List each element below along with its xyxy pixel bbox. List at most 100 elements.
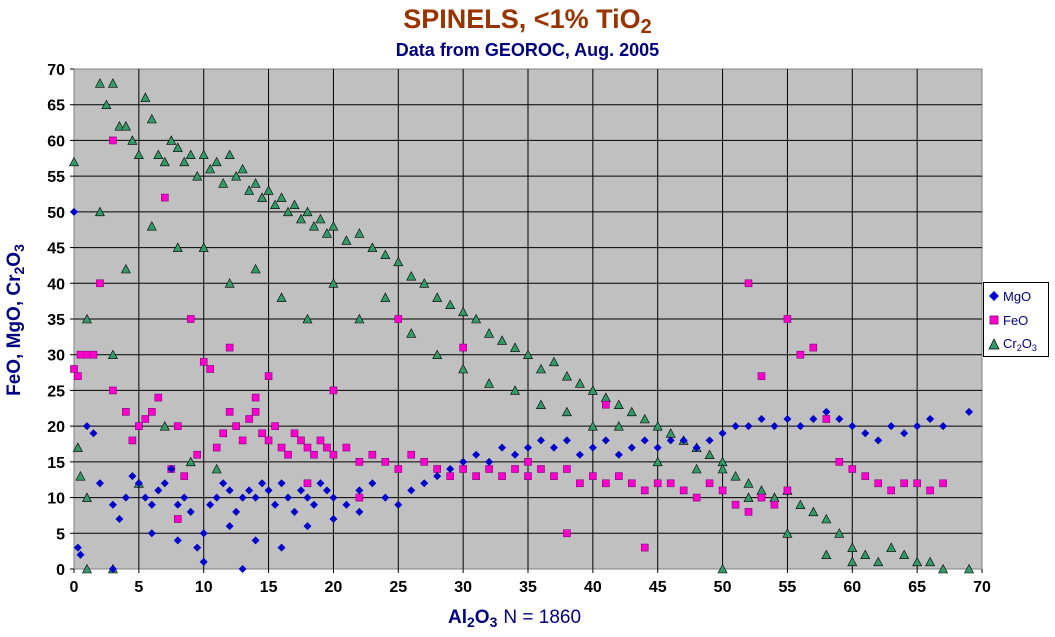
data-point-cr2o3: [120, 263, 131, 274]
data-point-feo: [407, 450, 416, 459]
data-point-feo: [874, 479, 883, 488]
data-point-feo: [757, 372, 766, 380]
data-point-feo: [692, 493, 701, 502]
data-point-mgo: [297, 486, 305, 495]
data-point-mgo: [277, 479, 286, 488]
data-point-mgo: [89, 429, 98, 438]
data-point-feo: [446, 472, 454, 480]
data-point-mgo: [322, 486, 331, 495]
data-point-mgo: [627, 443, 636, 452]
data-point-feo: [186, 315, 195, 323]
data-point-feo: [193, 450, 202, 459]
data-point-cr2o3: [717, 463, 728, 474]
data-point-feo: [718, 486, 727, 495]
data-point-feo: [861, 472, 870, 480]
data-point-cr2o3: [445, 299, 456, 310]
data-point-feo: [238, 436, 247, 445]
data-point-feo: [76, 350, 85, 359]
y-tick-label: 60: [47, 133, 65, 150]
y-tick-label: 35: [47, 312, 65, 329]
data-point-feo: [271, 422, 279, 430]
data-point-mgo: [757, 415, 766, 423]
data-point-cr2o3: [561, 406, 572, 417]
data-point-cr2o3: [120, 121, 131, 131]
data-point-mgo: [549, 443, 558, 452]
y-axis-ticks: 0 5 10 15 20 25 30 35 40 45 50 55 60 65 70: [47, 62, 74, 579]
data-point-mgo: [95, 479, 104, 488]
y-tick-label: 30: [47, 348, 65, 365]
data-point-cr2o3: [72, 442, 83, 452]
legend-item-mgo: MgO: [988, 288, 1031, 304]
data-point-cr2o3: [484, 378, 495, 388]
data-point-cr2o3: [341, 235, 352, 245]
data-point-mgo: [679, 436, 688, 445]
data-point-mgo: [115, 515, 124, 523]
y-tick-label: 55: [47, 169, 65, 186]
data-point-cr2o3: [497, 335, 508, 345]
data-point-feo: [329, 450, 338, 459]
data-point-feo: [148, 408, 156, 416]
data-point-cr2o3: [172, 142, 183, 152]
series-mgo: [70, 207, 974, 573]
data-point-feo: [550, 472, 558, 480]
data-point-feo: [835, 458, 844, 466]
data-point-cr2o3: [159, 421, 170, 431]
data-point-feo: [796, 350, 805, 359]
data-point-cr2o3: [133, 149, 144, 160]
data-point-feo: [666, 479, 675, 488]
data-point-cr2o3: [107, 349, 118, 360]
data-point-mgo: [342, 500, 351, 509]
data-point-feo: [96, 279, 104, 288]
data-point-feo: [589, 472, 597, 480]
data-point-feo: [297, 436, 305, 445]
data-point-cr2o3: [639, 413, 650, 424]
data-point-mgo: [73, 543, 82, 552]
data-point-cr2o3: [146, 113, 157, 124]
data-point-feo: [342, 443, 351, 452]
data-point-mgo: [536, 436, 545, 445]
data-point-cr2o3: [302, 206, 313, 217]
data-point-mgo: [225, 522, 234, 531]
data-point-cr2o3: [691, 463, 702, 474]
data-point-feo: [225, 343, 234, 352]
data-point-cr2o3: [484, 328, 495, 338]
data-point-cr2o3: [925, 556, 936, 567]
data-point-feo: [74, 372, 82, 380]
data-point-cr2o3: [140, 92, 151, 102]
data-point-mgo: [770, 422, 779, 431]
legend-label-cr2o3: Cr2O3: [1003, 335, 1037, 353]
data-point-feo: [368, 450, 377, 459]
data-point-mgo: [394, 500, 403, 509]
data-point-feo: [303, 443, 312, 452]
data-point-feo: [653, 479, 662, 488]
data-point-cr2o3: [75, 471, 86, 481]
data-point-cr2o3: [834, 528, 845, 538]
data-point-mgo: [368, 479, 377, 488]
data-point-mgo: [744, 422, 753, 431]
data-point-feo: [264, 372, 273, 380]
data-point-cr2o3: [535, 363, 546, 374]
data-point-feo: [277, 443, 286, 452]
x-tick-label: 5: [134, 579, 143, 596]
data-point-mgo: [705, 436, 714, 445]
data-point-mgo: [653, 443, 662, 452]
data-point-mgo: [180, 493, 189, 502]
data-point-feo: [109, 386, 117, 395]
data-point-mgo: [303, 522, 312, 531]
sample-count: N = 1860: [503, 607, 582, 628]
data-point-feo: [122, 408, 130, 416]
data-point-feo: [154, 393, 163, 402]
data-point-cr2o3: [354, 313, 365, 324]
data-point-feo: [459, 343, 467, 352]
data-point-cr2o3: [237, 163, 248, 174]
data-point-feo: [770, 500, 779, 509]
data-point-cr2o3: [328, 221, 339, 231]
data-point-cr2o3: [510, 342, 521, 352]
data-point-cr2o3: [574, 378, 585, 388]
data-point-cr2o3: [328, 278, 339, 288]
data-point-feo: [206, 365, 214, 373]
data-point-feo: [705, 479, 714, 488]
data-point-mgo: [108, 565, 117, 573]
data-point-feo: [679, 486, 688, 495]
data-point-feo: [420, 458, 429, 466]
